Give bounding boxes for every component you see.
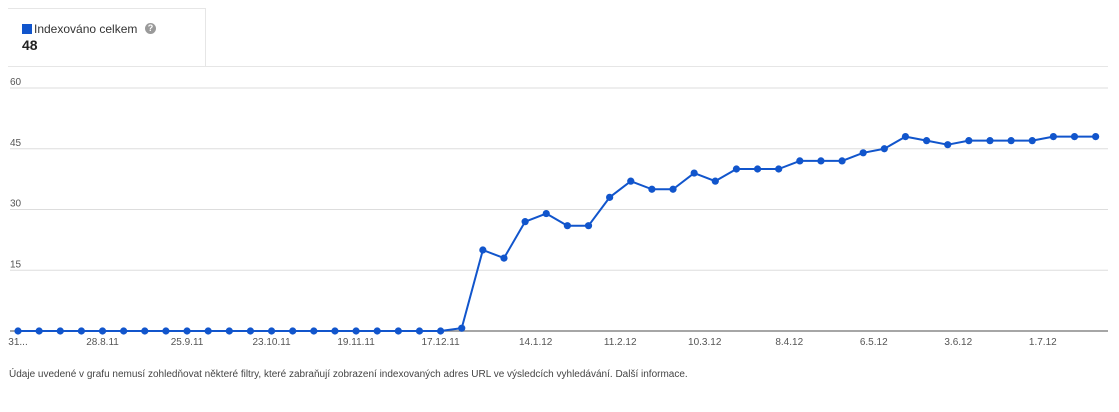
data-point xyxy=(289,327,297,335)
data-point xyxy=(542,209,550,218)
data-point xyxy=(14,327,22,335)
data-point xyxy=(77,327,85,335)
data-point xyxy=(35,327,43,335)
x-tick-label: 25.9.11 xyxy=(171,337,204,348)
data-point xyxy=(204,327,212,335)
data-point xyxy=(120,327,128,335)
data-point xyxy=(627,177,635,185)
data-point xyxy=(690,169,698,177)
data-point xyxy=(500,254,508,262)
divider xyxy=(8,66,1108,67)
data-point xyxy=(479,246,487,254)
data-point xyxy=(246,327,255,335)
data-point xyxy=(310,327,318,335)
data-point xyxy=(1070,133,1079,141)
data-point xyxy=(415,327,424,335)
data-point xyxy=(373,327,381,335)
y-tick-label: 45 xyxy=(10,138,22,149)
data-point xyxy=(880,145,888,153)
legend-value: 48 xyxy=(22,37,38,53)
data-point xyxy=(817,157,825,165)
data-point xyxy=(162,327,170,335)
series-color-swatch xyxy=(22,24,32,34)
x-tick-label: 3.6.12 xyxy=(944,337,972,348)
legend-label: Indexováno celkem xyxy=(34,22,138,36)
data-point xyxy=(648,185,656,193)
x-tick-label: 11.2.12 xyxy=(604,337,637,348)
y-tick-label: 15 xyxy=(10,259,22,270)
data-point xyxy=(183,327,191,335)
data-point xyxy=(669,185,677,193)
series-line xyxy=(18,135,1096,332)
data-point xyxy=(56,327,64,335)
footnote-text: Údaje uvedené v grafu nemusí zohledňovat… xyxy=(9,369,613,380)
data-point xyxy=(944,141,952,149)
chart-footnote: Údaje uvedené v grafu nemusí zohledňovat… xyxy=(9,369,688,380)
data-point xyxy=(1092,133,1100,141)
data-point xyxy=(838,157,846,165)
data-point xyxy=(267,327,276,335)
data-point xyxy=(965,137,973,145)
data-point xyxy=(331,327,339,335)
x-tick-label: 14.1.12 xyxy=(519,337,553,348)
y-tick-label: 60 xyxy=(10,77,22,88)
data-point xyxy=(458,324,466,332)
x-tick-label: 6.5.12 xyxy=(860,337,888,348)
data-point xyxy=(563,222,571,230)
data-point xyxy=(1028,137,1036,145)
data-point xyxy=(1049,133,1057,141)
data-point xyxy=(1007,137,1015,145)
x-tick-label: 28.8.11 xyxy=(86,337,119,348)
data-point xyxy=(901,133,910,141)
x-tick-label: 31... xyxy=(8,337,27,348)
legend-panel xyxy=(8,8,206,66)
data-point xyxy=(98,327,107,335)
more-info-link[interactable]: Další informace. xyxy=(615,369,688,380)
data-point xyxy=(775,165,783,173)
data-point xyxy=(796,157,804,165)
data-point xyxy=(859,149,867,157)
data-point xyxy=(437,327,445,335)
data-point xyxy=(394,327,402,335)
data-point xyxy=(922,137,931,145)
data-point xyxy=(711,177,719,185)
x-tick-label: 8.4.12 xyxy=(775,337,803,348)
y-tick-label: 30 xyxy=(10,199,22,210)
data-point xyxy=(521,218,529,226)
x-tick-label: 10.3.12 xyxy=(688,337,722,348)
x-tick-label: 17.12.11 xyxy=(422,337,461,348)
data-point xyxy=(986,137,994,145)
data-point xyxy=(732,165,741,173)
data-point xyxy=(141,327,149,335)
data-point xyxy=(606,193,614,201)
x-tick-label: 19.11.11 xyxy=(337,337,375,348)
data-point xyxy=(584,222,593,230)
data-point xyxy=(225,327,233,335)
x-tick-label: 1.7.12 xyxy=(1029,337,1057,348)
data-point xyxy=(352,327,360,335)
x-tick-label: 23.10.11 xyxy=(252,337,291,348)
data-point xyxy=(753,165,762,173)
question-mark-icon[interactable]: ? xyxy=(145,23,156,34)
